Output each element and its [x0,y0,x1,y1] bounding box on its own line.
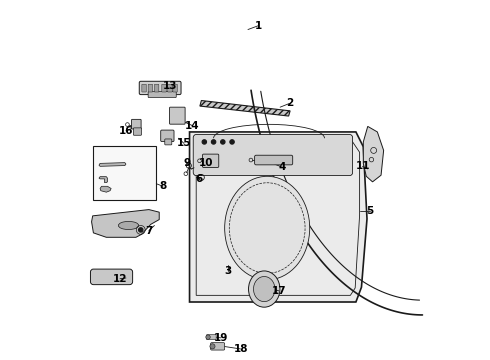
FancyBboxPatch shape [170,107,185,124]
FancyBboxPatch shape [161,130,174,141]
FancyBboxPatch shape [139,81,181,95]
Polygon shape [92,210,159,237]
FancyBboxPatch shape [162,84,166,92]
Text: 17: 17 [271,286,286,296]
Circle shape [211,140,216,144]
Polygon shape [200,100,290,116]
Ellipse shape [248,271,280,307]
Circle shape [210,344,215,349]
Text: 18: 18 [233,344,248,354]
Text: 7: 7 [145,226,152,236]
FancyBboxPatch shape [154,84,159,92]
Polygon shape [99,177,107,183]
Circle shape [202,140,207,144]
FancyBboxPatch shape [168,84,172,92]
FancyBboxPatch shape [142,84,147,92]
Circle shape [139,228,143,232]
Text: 4: 4 [278,162,286,172]
Polygon shape [99,163,126,166]
Polygon shape [363,126,384,182]
Circle shape [220,140,225,144]
Text: 14: 14 [185,121,200,131]
Text: 6: 6 [195,174,202,184]
FancyBboxPatch shape [133,128,142,135]
Text: 19: 19 [214,333,228,343]
FancyBboxPatch shape [173,84,177,92]
Text: 1: 1 [254,21,262,31]
Text: 8: 8 [159,181,167,191]
Text: 11: 11 [355,161,370,171]
FancyBboxPatch shape [165,139,172,145]
Text: 13: 13 [162,81,177,91]
Text: 2: 2 [286,99,293,108]
FancyBboxPatch shape [91,269,133,285]
FancyBboxPatch shape [131,120,141,129]
Polygon shape [190,132,367,302]
Polygon shape [100,186,111,192]
FancyBboxPatch shape [148,92,176,98]
Text: 16: 16 [119,126,133,136]
Ellipse shape [253,276,275,302]
Text: 10: 10 [199,158,214,168]
Text: 12: 12 [113,274,127,284]
Bar [93,146,156,199]
FancyBboxPatch shape [211,343,225,350]
Text: 5: 5 [367,206,373,216]
FancyBboxPatch shape [207,334,216,340]
FancyBboxPatch shape [202,154,219,167]
Ellipse shape [225,176,310,280]
Text: 15: 15 [177,138,191,148]
Text: 3: 3 [225,266,232,275]
Ellipse shape [119,221,139,230]
Circle shape [206,335,210,339]
Circle shape [230,140,234,144]
FancyBboxPatch shape [148,84,152,92]
Text: 9: 9 [183,158,190,168]
FancyBboxPatch shape [255,155,293,165]
FancyBboxPatch shape [193,135,353,176]
